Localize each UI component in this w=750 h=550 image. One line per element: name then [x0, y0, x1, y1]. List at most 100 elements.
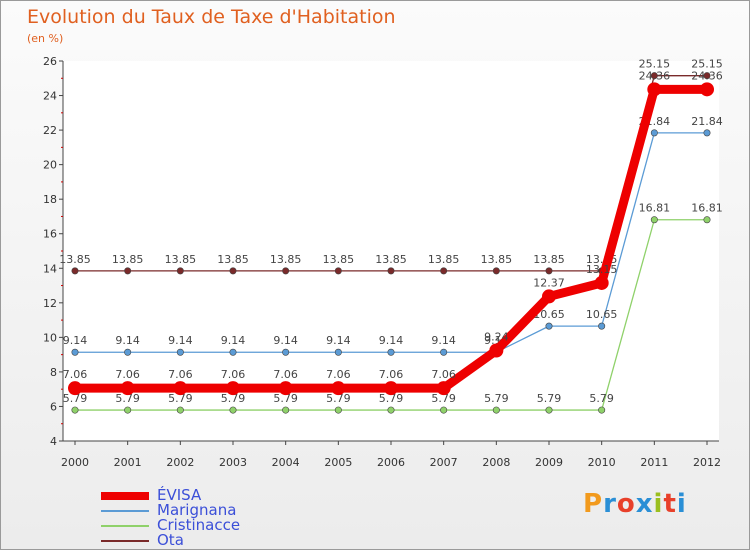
x-tick-label: 2000: [61, 456, 89, 469]
data-point: [703, 216, 711, 224]
data-label: 9.14: [63, 334, 88, 347]
logo-letter: P: [583, 489, 604, 519]
logo-letter: t: [663, 489, 677, 519]
data-point: [278, 381, 293, 396]
x-tick-label: 2003: [219, 456, 247, 469]
y-tick-label: 24: [43, 90, 57, 103]
legend-label: ÉVISA: [157, 486, 202, 504]
data-point: [440, 267, 448, 275]
legend-label: Ota: [157, 531, 184, 549]
data-point: [124, 348, 132, 356]
legend-label: Marignana: [157, 501, 237, 519]
x-tick-label: 2004: [272, 456, 300, 469]
data-point: [492, 267, 500, 275]
data-label: 9.14: [168, 334, 193, 347]
data-label: 7.06: [221, 368, 246, 381]
data-point: [598, 322, 606, 330]
data-label: 25.15: [691, 58, 723, 71]
data-point: [176, 348, 184, 356]
data-point: [703, 129, 711, 137]
data-label: 13.85: [270, 253, 302, 266]
data-label: 12.37: [533, 276, 565, 289]
data-label: 5.79: [589, 392, 614, 405]
data-point: [440, 348, 448, 356]
data-label: 16.81: [691, 202, 723, 215]
data-label: 13.85: [375, 253, 407, 266]
data-point: [545, 322, 553, 330]
y-tick-label: 12: [43, 297, 57, 310]
data-label: 7.06: [431, 368, 456, 381]
logo-letter: i: [676, 489, 687, 519]
data-point: [68, 381, 82, 396]
y-tick-label: 16: [43, 228, 57, 241]
data-label: 10.65: [586, 308, 618, 321]
data-label: 5.79: [537, 392, 562, 405]
y-tick-label: 26: [43, 55, 57, 68]
data-label: 13.85: [112, 253, 144, 266]
logo-letter: o: [616, 489, 636, 519]
data-point: [489, 343, 504, 358]
legend-swatch: [101, 524, 149, 527]
data-point: [334, 267, 342, 275]
logo-letter: i: [653, 489, 664, 519]
data-label: 9.14: [115, 334, 140, 347]
logo-letter: x: [635, 489, 654, 519]
y-tick-label: 14: [43, 262, 57, 275]
data-point: [124, 406, 132, 414]
data-point: [229, 348, 237, 356]
data-point: [594, 275, 609, 290]
data-label: 24.36: [691, 69, 723, 82]
data-label: 13.85: [165, 253, 197, 266]
y-tick-label: 6: [50, 400, 57, 413]
data-label: 5.79: [221, 392, 246, 405]
proxiti-logo: Proxiti: [583, 489, 687, 519]
data-point: [334, 348, 342, 356]
legend-swatch: [101, 539, 149, 542]
data-label: 9.14: [326, 334, 351, 347]
data-point: [542, 289, 556, 304]
x-tick-label: 2002: [166, 456, 194, 469]
legend-item: Cristinacce: [101, 518, 240, 533]
data-point: [282, 348, 290, 356]
data-point: [650, 216, 658, 224]
y-tick-label: 18: [43, 193, 57, 206]
chart-title: Evolution du Taux de Taxe d'Habitation: [27, 6, 396, 28]
data-point: [436, 381, 451, 396]
y-tick-label: 20: [43, 159, 57, 172]
data-label: 9.14: [431, 334, 456, 347]
data-point: [124, 267, 132, 275]
x-tick-label: 2007: [430, 456, 458, 469]
data-point: [598, 406, 606, 414]
y-tick-label: 4: [50, 435, 57, 448]
data-point: [650, 129, 658, 137]
y-tick-label: 10: [43, 331, 57, 344]
legend-swatch: [101, 509, 149, 512]
data-point: [71, 267, 79, 275]
data-label: 7.06: [63, 368, 88, 381]
data-label: 13.85: [481, 253, 513, 266]
data-point: [176, 267, 184, 275]
legend-item: ÉVISA: [101, 488, 240, 503]
legend-label: Cristinacce: [157, 516, 241, 534]
data-point: [120, 381, 135, 396]
data-label: 7.06: [326, 368, 351, 381]
data-label: 7.06: [115, 368, 140, 381]
logo-letter: r: [603, 489, 617, 519]
data-label: 13.15: [586, 263, 618, 276]
data-point: [71, 406, 79, 414]
data-point: [545, 267, 553, 275]
data-point: [282, 406, 290, 414]
data-point: [440, 406, 448, 414]
data-label: 5.79: [431, 392, 456, 405]
unit-label: (en %): [27, 32, 64, 45]
data-label: 16.81: [639, 202, 671, 215]
data-point: [229, 267, 237, 275]
data-label: 13.85: [323, 253, 355, 266]
data-point: [647, 82, 662, 97]
data-label: 13.85: [217, 253, 249, 266]
y-tick-label: 22: [43, 124, 57, 137]
data-label: 5.79: [168, 392, 193, 405]
data-label: 13.85: [59, 253, 91, 266]
data-label: 5.79: [273, 392, 298, 405]
